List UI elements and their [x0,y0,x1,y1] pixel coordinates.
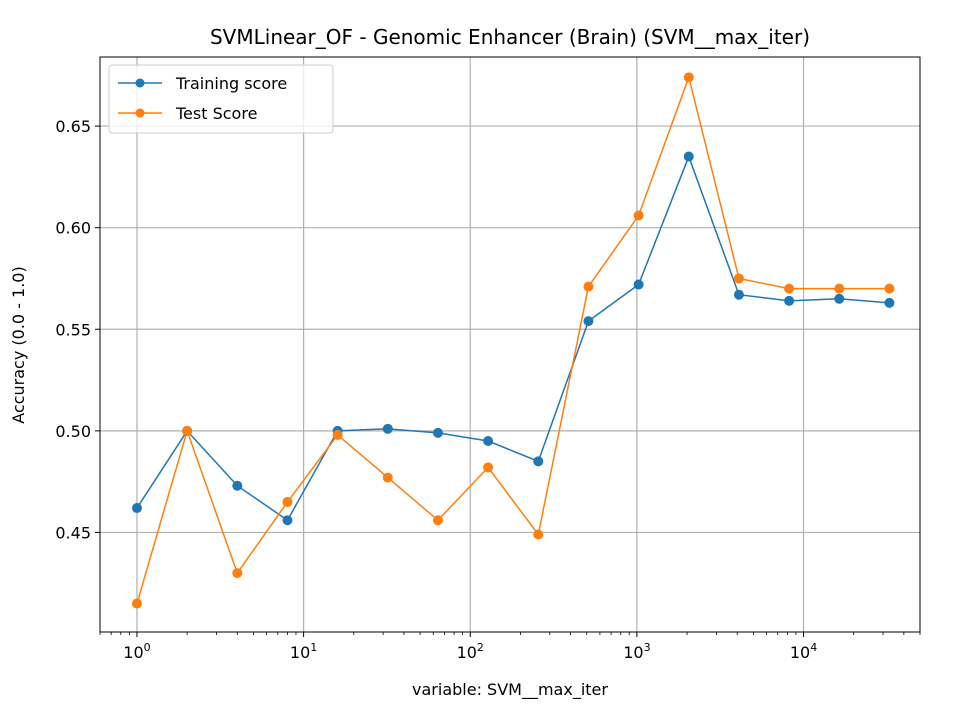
legend-entry-test-score: Test Score [118,104,257,123]
data-point-training-score [533,456,544,467]
x-axis-label: variable: SVM__max_iter [412,680,608,700]
data-point-test-score [382,472,393,483]
data-point-training-score [282,515,293,526]
data-point-test-score [432,515,443,526]
data-point-test-score [483,462,494,473]
data-point-test-score [282,496,293,507]
y-axis-label: Accuracy (0.0 - 1.0) [9,266,28,423]
data-point-training-score [483,436,494,447]
data-point-training-score [633,279,644,290]
series-layer [131,72,895,609]
data-point-test-score [733,273,744,284]
legend-swatch-marker [135,78,145,88]
legend-label: Training score [175,74,287,93]
data-point-training-score [131,503,142,514]
data-point-test-score [834,283,845,294]
data-point-training-score [583,316,594,327]
series-line-test-score [136,74,890,604]
data-point-test-score [633,210,644,221]
y-tick-label: 0.55 [55,320,91,339]
data-point-test-score [583,281,594,292]
chart-title: SVMLinear_OF - Genomic Enhancer (Brain) … [210,25,810,49]
series-training-score [131,151,895,526]
x-axis: 100 101 102 103 104 [99,632,921,662]
legend-box [108,64,334,134]
data-point-training-score [382,423,393,434]
data-point-training-score [784,295,795,306]
legend: Training score Test Score [108,64,334,134]
data-point-training-score [884,297,895,308]
data-point-training-score [733,289,744,300]
data-point-training-score [432,427,443,438]
grid [100,57,920,632]
data-point-test-score [182,425,193,436]
data-point-training-score [683,151,694,162]
series-test-score [131,72,895,609]
plot-frame [99,56,921,633]
data-point-test-score [683,72,694,83]
x-tick-label: 104 [790,641,817,662]
series-line-training-score [136,154,890,522]
x-tick-label: 101 [290,641,317,662]
data-point-test-score [533,529,544,540]
legend-entry-training-score: Training score [118,74,287,93]
legend-swatch-marker [135,108,145,118]
data-point-test-score [332,429,343,440]
legend-label: Test Score [175,104,257,123]
data-point-test-score [884,283,895,294]
data-point-test-score [784,283,795,294]
data-point-training-score [232,480,243,491]
data-point-test-score [232,568,243,579]
data-point-training-score [834,293,845,304]
y-tick-label: 0.65 [55,117,91,136]
y-tick-label: 0.60 [55,219,91,238]
x-tick-label: 102 [457,641,484,662]
y-tick-label: 0.50 [55,422,91,441]
x-tick-label: 100 [123,641,150,662]
data-point-test-score [131,598,142,609]
y-tick-label: 0.45 [55,523,91,542]
x-tick-label: 103 [623,641,650,662]
y-axis: 0.45 0.50 0.55 0.60 0.65 [55,117,100,542]
